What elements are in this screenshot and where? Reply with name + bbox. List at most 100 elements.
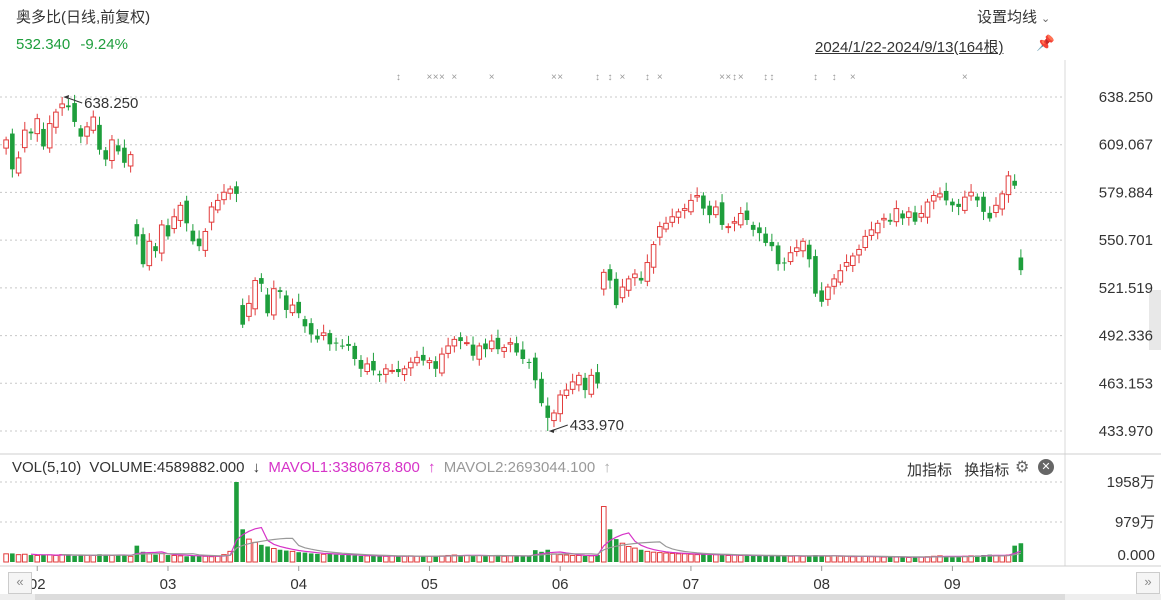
- candle-body: [625, 278, 632, 291]
- change-percent: -9.24%: [80, 36, 128, 53]
- candle: [240, 298, 245, 328]
- candle: [707, 200, 712, 224]
- candle: [813, 249, 818, 297]
- volume-bar: [539, 551, 544, 562]
- volume-bar: [483, 555, 488, 562]
- candle: [968, 184, 974, 201]
- scrollbar-thumb[interactable]: [35, 594, 1065, 600]
- scroll-prev-button[interactable]: «: [8, 572, 32, 594]
- volume-bar: [184, 556, 189, 562]
- candle-body: [190, 230, 196, 242]
- gear-icon[interactable]: ⚙: [1015, 459, 1030, 476]
- candle-body: [401, 368, 408, 376]
- candle-body: [775, 245, 781, 265]
- ma-setting-button[interactable]: 设置均线 ⌄: [977, 6, 1050, 27]
- candle-body: [750, 224, 756, 230]
- event-marker-icon: ×: [489, 72, 495, 83]
- candle-body: [97, 124, 102, 150]
- candle-body: [265, 294, 270, 314]
- volume-bar: [638, 549, 644, 562]
- candle-body: [72, 103, 77, 122]
- switch-indicator-button[interactable]: 换指标: [964, 462, 1010, 479]
- candle: [831, 273, 837, 295]
- candle-body: [483, 343, 488, 350]
- candle: [582, 372, 588, 399]
- candle-body: [177, 204, 184, 221]
- candle: [146, 233, 153, 271]
- volume-bar: [451, 554, 458, 563]
- mavol2-value: MAVOL2:2693044.100: [443, 459, 596, 476]
- add-indicator-button[interactable]: 加指标: [907, 462, 953, 479]
- candle-body: [526, 361, 532, 363]
- candle: [893, 200, 900, 227]
- volume-bar: [532, 550, 538, 562]
- candle-body: [1018, 257, 1024, 271]
- volume-bar: [813, 555, 818, 562]
- volume-bar: [981, 555, 986, 562]
- volume-bar: [458, 555, 463, 562]
- x-tick-label: 02: [29, 576, 46, 593]
- candle-body: [1012, 180, 1017, 186]
- candle: [750, 221, 756, 237]
- candle: [874, 220, 881, 240]
- candle-body: [196, 238, 202, 247]
- x-tick-label: 03: [160, 576, 177, 593]
- candle: [638, 271, 644, 284]
- volume-bar: [109, 554, 115, 563]
- candle: [271, 280, 277, 320]
- volume-bar: [66, 555, 71, 562]
- volume-bar: [401, 555, 408, 563]
- volume-bar: [912, 557, 918, 562]
- volume-bar: [420, 555, 426, 562]
- volume-bar: [520, 556, 526, 562]
- candle: [681, 203, 688, 219]
- candle-body: [3, 139, 9, 149]
- volume-bar: [302, 552, 308, 562]
- pin-icon[interactable]: 📌: [1036, 35, 1055, 52]
- event-marker-icon: ↕: [769, 72, 774, 83]
- candle: [731, 216, 738, 232]
- event-marker-icon: ↕: [645, 72, 650, 83]
- event-marker-icon: ×: [725, 72, 731, 83]
- candle: [302, 315, 308, 333]
- candle-body: [501, 347, 507, 352]
- candle-body: [669, 216, 676, 223]
- candle: [371, 352, 376, 376]
- candle-body: [545, 405, 551, 418]
- date-range-link[interactable]: 2024/1/22-2024/9/13(164根): [815, 39, 1004, 56]
- candle-body: [956, 203, 961, 207]
- close-icon[interactable]: ✕: [1038, 459, 1054, 475]
- candle: [837, 264, 844, 286]
- candle-body: [806, 244, 812, 260]
- candle: [46, 115, 53, 153]
- candle-body: [364, 363, 370, 373]
- volume-tick-label: 0.000: [1117, 547, 1155, 564]
- candle-body: [396, 368, 401, 373]
- candle: [975, 193, 980, 207]
- candle: [650, 241, 657, 274]
- right-scroll-handle: [1149, 290, 1161, 350]
- candle: [439, 347, 445, 377]
- volume-tick-label: 979万: [1115, 514, 1155, 531]
- candle: [445, 337, 451, 359]
- price-tick-label: 492.336: [1099, 328, 1153, 345]
- candle: [701, 192, 706, 216]
- volume-bar: [731, 554, 738, 563]
- candle-body: [962, 196, 968, 211]
- volume-bar: [3, 553, 9, 563]
- candle-body: [320, 332, 327, 336]
- volume-bar: [289, 550, 296, 563]
- candle-body: [557, 394, 563, 415]
- candle: [127, 151, 134, 173]
- candle: [613, 272, 619, 309]
- volume-bar: [495, 555, 501, 562]
- volume-bar: [333, 554, 339, 562]
- candle: [950, 198, 955, 212]
- scroll-next-button[interactable]: »: [1136, 572, 1160, 594]
- volume-bar: [115, 555, 121, 562]
- candle: [619, 278, 626, 303]
- x-tick-label: 09: [944, 576, 961, 593]
- candle: [84, 121, 90, 145]
- candle: [277, 286, 283, 299]
